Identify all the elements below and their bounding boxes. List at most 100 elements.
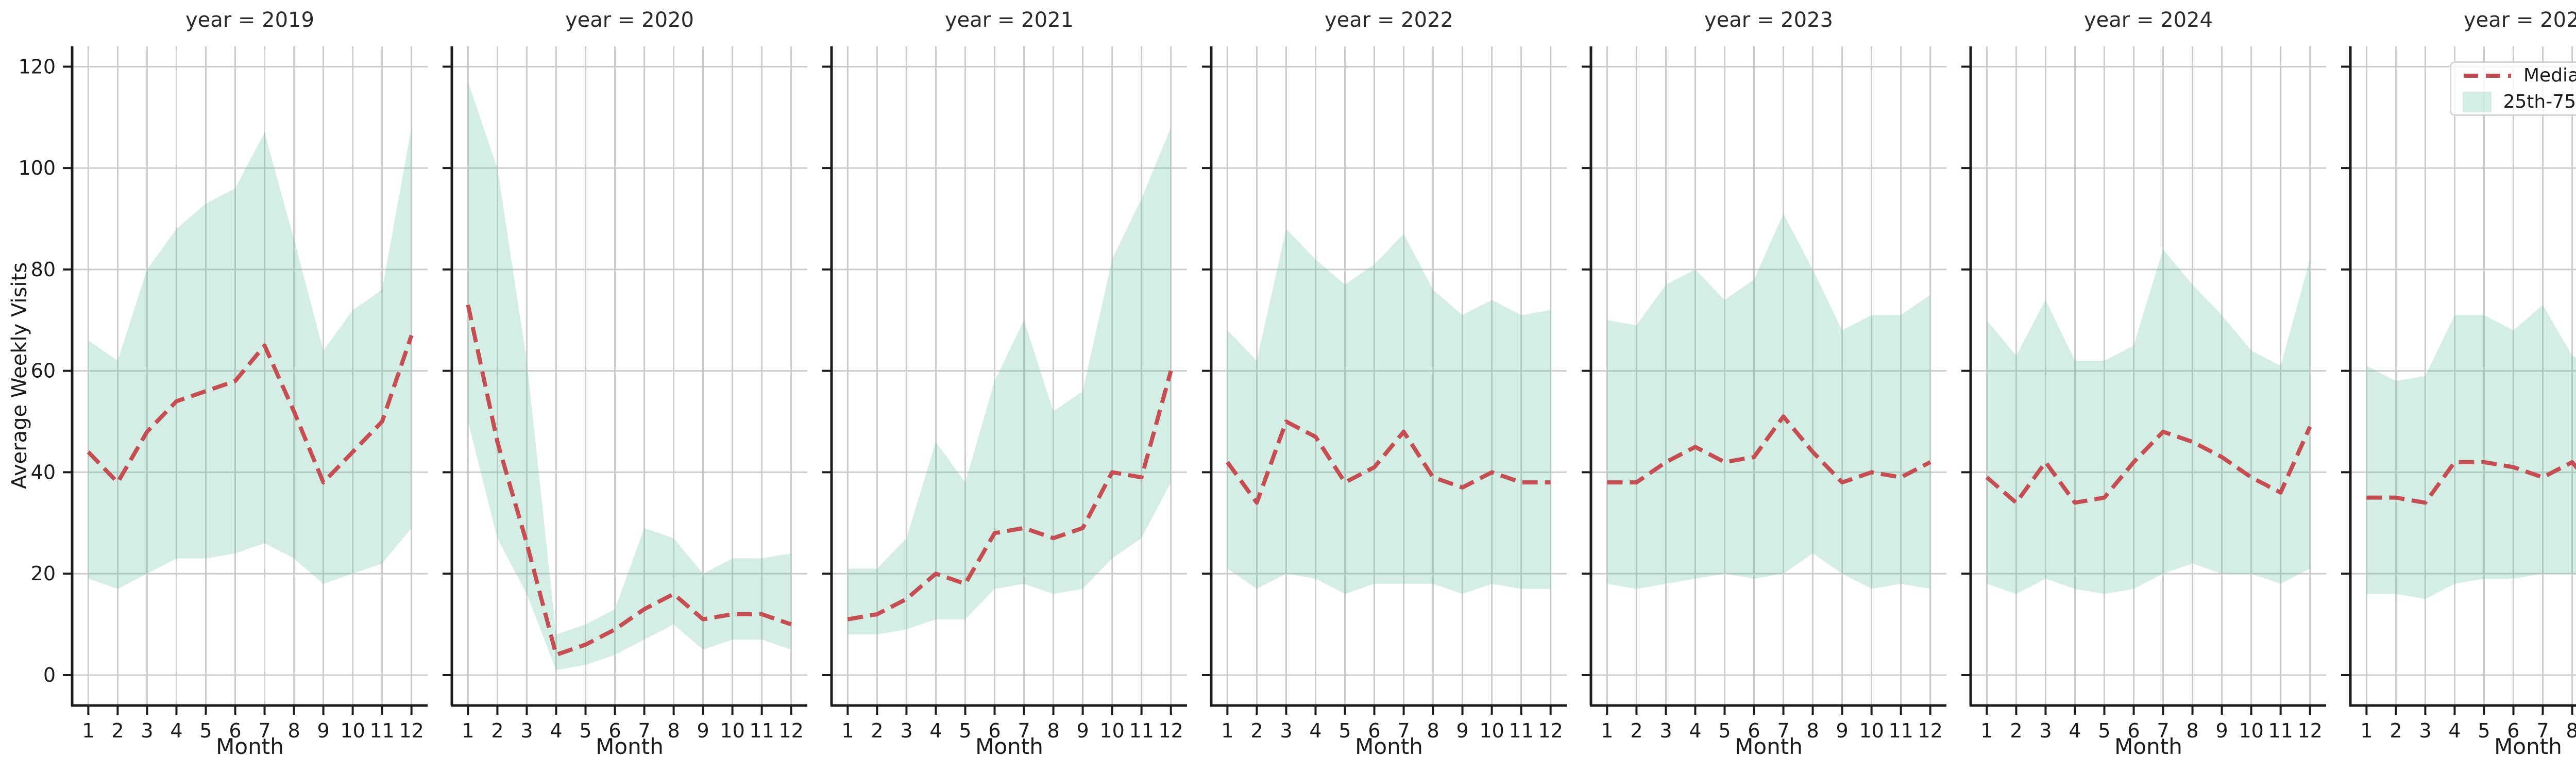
x-tick-label: 1 [1980, 719, 1993, 742]
x-axis-label-1: Month [216, 734, 284, 759]
x-tick-label: 6 [1368, 719, 1380, 742]
x-tick-label: 8 [667, 719, 680, 742]
x-tick-label: 5 [1338, 719, 1351, 742]
facet-2024: 1 2 3 4 5 6 7 8 9 10 11 12 [1961, 46, 2326, 742]
x-tick-label: 1 [82, 719, 94, 742]
x-tick-label: 10 [1099, 719, 1124, 742]
x-tick-label: 4 [2448, 719, 2461, 742]
x-tick-label: 3 [520, 719, 533, 742]
y-axis-label: Average Weekly Visits [8, 262, 31, 490]
x-tick-label: 1 [1601, 719, 1613, 742]
percentile-band-2025 [2366, 305, 2576, 599]
x-tick-label: 1 [1221, 719, 1233, 742]
x-tick-label: 6 [1748, 719, 1760, 742]
x-tick-label: 7 [638, 719, 650, 742]
x-tick-label: 2 [111, 719, 124, 742]
legend: Median 25th-75th Percentile [2450, 61, 2576, 116]
legend-entry-median: Median [2463, 65, 2576, 86]
y-tick-label: 20 [31, 562, 56, 585]
x-axis-label-4: Month [1355, 734, 1423, 759]
x-tick-label: 5 [199, 719, 212, 742]
x-axis-label-2: Month [596, 734, 664, 759]
x-tick-label: 2 [1250, 719, 1263, 742]
x-tick-label: 2 [1630, 719, 1642, 742]
x-axis-label-5: Month [1735, 734, 1803, 759]
x-tick-label: 5 [2478, 719, 2490, 742]
y-tick-label: 80 [31, 258, 56, 281]
facet-title-2019: year = 2019 [185, 8, 314, 32]
x-tick-label: 6 [2507, 719, 2519, 742]
x-tick-label: 11 [1129, 719, 1154, 742]
y-tick-label: 40 [31, 461, 56, 483]
median-line-swatch [2464, 73, 2511, 78]
x-tick-label: 3 [2419, 719, 2431, 742]
percentile-band-2023 [1607, 213, 1930, 589]
y-tick-label: 100 [18, 157, 56, 179]
x-tick-label: 9 [1836, 719, 1848, 742]
facet-title-2024: year = 2024 [2084, 8, 2213, 32]
x-tick-label: 9 [697, 719, 709, 742]
x-tick-label: 4 [1689, 719, 1701, 742]
facet-title-2022: year = 2022 [1325, 8, 1453, 32]
x-tick-label: 8 [287, 719, 300, 742]
facet-title-2023: year = 2023 [1704, 8, 1833, 32]
facet-2021: 1 2 3 4 5 6 7 8 9 10 11 12 [822, 46, 1187, 742]
x-tick-label: 4 [170, 719, 182, 742]
x-tick-label: 3 [2039, 719, 2052, 742]
x-tick-label: 12 [2297, 719, 2322, 742]
legend-label-median: Median [2523, 65, 2576, 86]
median-line-2020 [466, 304, 792, 657]
x-tick-label: 7 [258, 719, 270, 742]
x-tick-label: 3 [1659, 719, 1672, 742]
x-tick-label: 9 [1076, 719, 1089, 742]
x-tick-label: 5 [2098, 719, 2110, 742]
x-tick-label: 8 [1427, 719, 1439, 742]
legend-entry-percentile: 25th-75th Percentile [2463, 91, 2576, 112]
y-tick-label: 60 [31, 360, 56, 382]
percentile-band-2020 [468, 81, 791, 670]
x-tick-label: 9 [1456, 719, 1468, 742]
x-tick-label: 10 [340, 719, 365, 742]
x-tick-label: 10 [720, 719, 744, 742]
percentile-band-2021 [848, 127, 1171, 635]
x-tick-label: 9 [2215, 719, 2228, 742]
x-tick-label: 8 [2186, 719, 2198, 742]
facet-title-2025: year = 2025 [2464, 8, 2576, 32]
x-tick-label: 11 [1888, 719, 1913, 742]
x-tick-label: 12 [399, 719, 423, 742]
x-tick-label: 12 [778, 719, 803, 742]
median-line-2019 [87, 334, 414, 485]
facet-title-2020: year = 2020 [565, 8, 694, 32]
x-tick-label: 10 [2239, 719, 2263, 742]
x-tick-label: 4 [550, 719, 562, 742]
y-tick-label: 0 [43, 664, 56, 686]
x-tick-label: 1 [841, 719, 854, 742]
x-tick-label: 12 [1538, 719, 1563, 742]
x-tick-label: 3 [1280, 719, 1292, 742]
x-tick-label: 2 [491, 719, 503, 742]
x-axis-label-7: Month [2494, 734, 2562, 759]
x-tick-label: 8 [2566, 719, 2576, 742]
x-tick-label: 7 [1397, 719, 1410, 742]
x-tick-label: 5 [959, 719, 971, 742]
x-tick-label: 11 [1509, 719, 1533, 742]
x-tick-label: 11 [749, 719, 774, 742]
x-tick-label: 6 [608, 719, 621, 742]
x-axis-label-3: Month [975, 734, 1043, 759]
percentile-band-2022 [1227, 229, 1551, 594]
x-tick-label: 7 [2536, 719, 2549, 742]
x-tick-label: 4 [2069, 719, 2081, 742]
x-tick-label: 7 [2157, 719, 2169, 742]
percentile-band-2019 [88, 127, 412, 589]
x-tick-label: 2 [871, 719, 883, 742]
x-tick-label: 11 [2268, 719, 2293, 742]
x-tick-label: 3 [900, 719, 912, 742]
x-tick-label: 9 [317, 719, 329, 742]
x-tick-label: 2 [2389, 719, 2402, 742]
x-axis-label-6: Month [2114, 734, 2182, 759]
facet-2022: 1 2 3 4 5 6 7 8 9 10 11 12 [1202, 46, 1567, 742]
x-tick-label: 6 [229, 719, 241, 742]
